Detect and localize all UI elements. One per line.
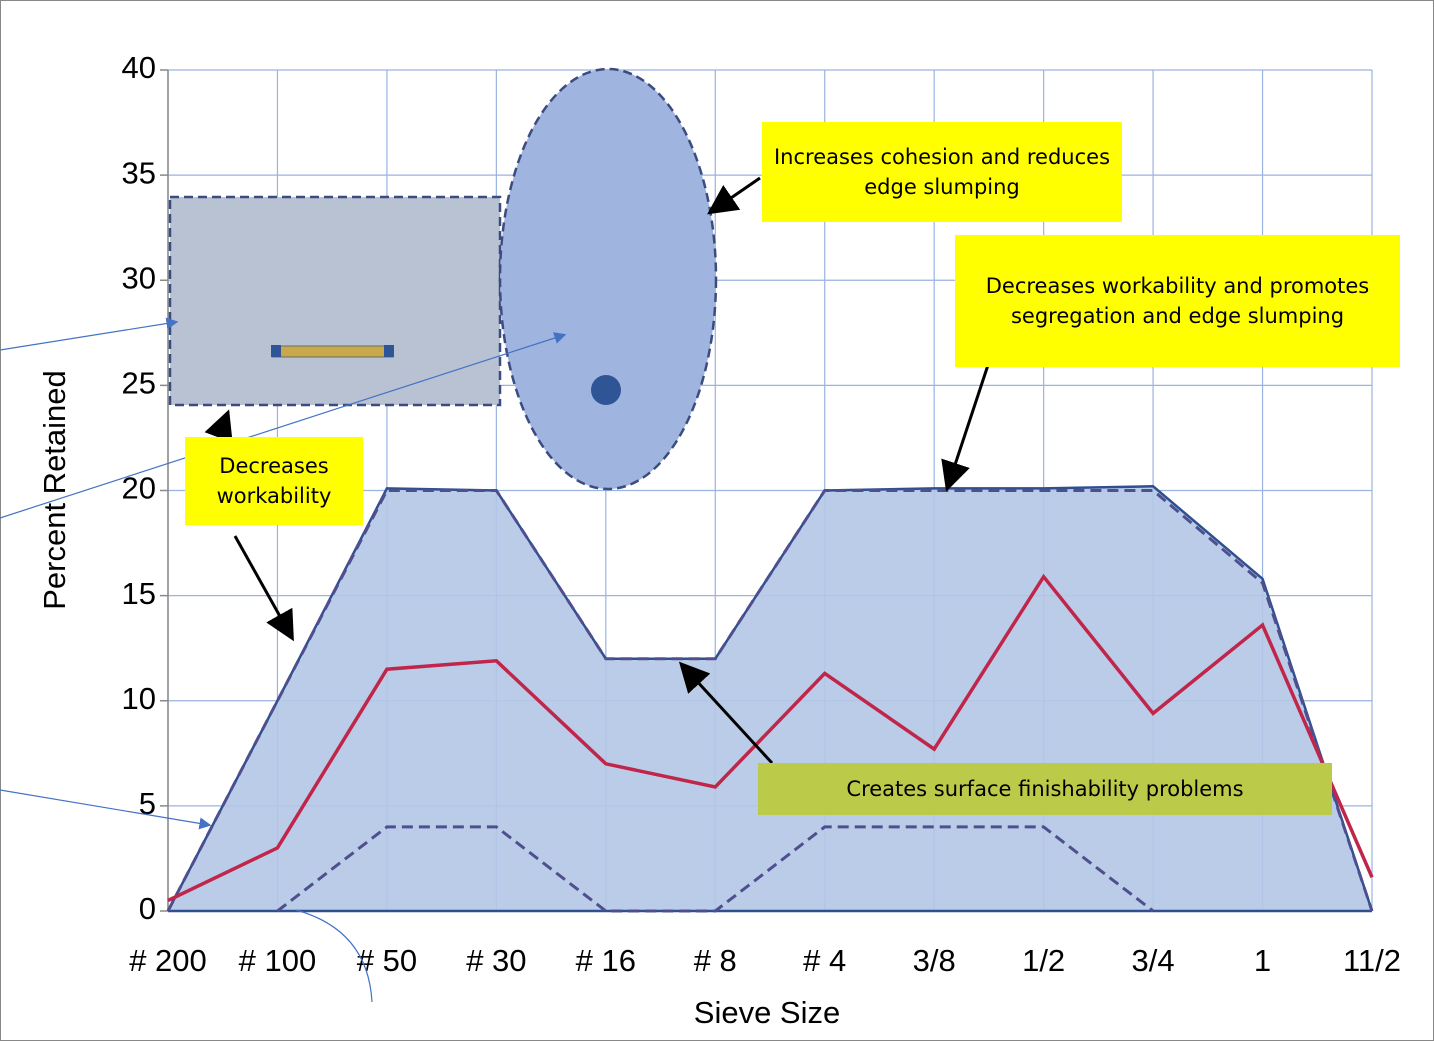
labels: Sieve Size Percent Retained (37, 370, 840, 1030)
pointer (0, 789, 212, 830)
line (167, 573, 1374, 903)
x-tick-label: 1 (1254, 943, 1271, 978)
x-tick-label: # 30 (466, 943, 526, 978)
shape-ellipse (498, 67, 718, 491)
x-axis-label: Sieve Size (694, 995, 840, 1030)
arrow (941, 364, 990, 492)
y-tick-label: 15 (122, 576, 156, 611)
shape-end (384, 345, 394, 357)
y-tick-label: 25 (122, 366, 156, 401)
arrow (233, 535, 294, 642)
x-tick-label: # 4 (803, 943, 846, 978)
y-tick-label: 0 (139, 891, 156, 926)
dashed-line (276, 825, 1155, 913)
y-axis-label: Percent Retained (37, 370, 72, 610)
y-tick-label: 35 (122, 155, 156, 190)
x-tick-label: # 50 (357, 943, 417, 978)
arrow (707, 176, 761, 215)
shape-dot (591, 375, 621, 405)
annotation: Decreases workability (185, 437, 363, 525)
shape-rect (168, 195, 502, 407)
x-tick-label: # 16 (576, 943, 636, 978)
x-tick-label: # 200 (129, 943, 207, 978)
shape-end (271, 345, 281, 357)
pointer (0, 332, 567, 519)
arrow (204, 409, 233, 443)
dashed-line (166, 489, 1374, 912)
pointer (295, 909, 373, 1003)
pointer (0, 317, 179, 351)
arrow (678, 661, 774, 765)
x-tick-label: 11/2 (1343, 943, 1401, 978)
x-tick-label: 1/2 (1022, 943, 1065, 978)
decor (0, 67, 990, 1003)
x-tick-label: # 8 (694, 943, 737, 978)
x-tick-label: 3/8 (913, 943, 956, 978)
y-tick-label: 5 (139, 786, 156, 821)
x-tick-label: # 100 (239, 943, 317, 978)
shape-bar (271, 345, 394, 358)
y-tick-label: 20 (122, 471, 156, 506)
y-tick-label: 10 (122, 681, 156, 716)
y-tick-label: 40 (122, 50, 156, 85)
annotation: Increases cohesion and reduces edge slum… (762, 122, 1122, 222)
annotation: Creates surface finishability problems (758, 763, 1332, 815)
x-tick-label: 3/4 (1132, 943, 1175, 978)
y-tick-label: 30 (122, 260, 156, 295)
annotation: Decreases workability and promotes segre… (955, 235, 1400, 367)
